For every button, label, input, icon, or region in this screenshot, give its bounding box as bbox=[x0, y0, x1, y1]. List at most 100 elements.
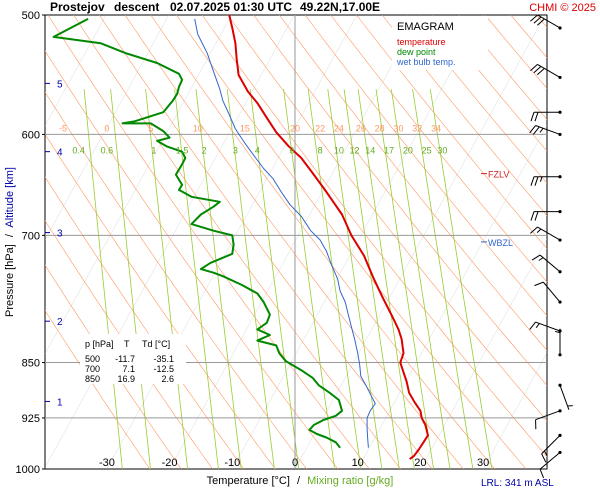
temperature-tick-label: -20 bbox=[162, 457, 178, 469]
table-row-2-td: -12.5 bbox=[153, 364, 174, 374]
mixing-ratio-label: 0.6 bbox=[101, 145, 114, 155]
wind-barb bbox=[539, 450, 562, 479]
dry-adiabat-label: 24 bbox=[334, 123, 344, 133]
altitude-tick-label: 2 bbox=[57, 317, 63, 328]
mixing-ratio-line bbox=[83, 89, 123, 469]
wind-barb-station bbox=[558, 383, 562, 387]
skew-guide-line bbox=[294, 15, 546, 469]
wind-barb-station bbox=[558, 175, 562, 179]
dry-adiabat-line bbox=[45, 220, 213, 469]
dry-adiabat-line bbox=[407, 15, 547, 184]
station-name: Prostejov bbox=[50, 0, 105, 14]
wind-barb-shaft bbox=[541, 435, 561, 455]
dry-adiabat-line bbox=[45, 176, 245, 469]
pressure-tick-label: 700 bbox=[22, 230, 40, 242]
mixing-ratio-line bbox=[145, 89, 188, 469]
pressure-tick-label: 500 bbox=[22, 10, 40, 22]
dry-adiabat-line bbox=[433, 15, 547, 152]
mixing-ratio-line bbox=[249, 89, 300, 469]
x-axis-title-temp: Temperature [°C] bbox=[207, 475, 290, 487]
dry-adiabat-line bbox=[73, 15, 401, 469]
wind-barb-feather bbox=[541, 453, 547, 463]
temperature-tick-label: 20 bbox=[414, 457, 426, 469]
altitude-tick-label: 5 bbox=[57, 79, 63, 90]
wbzl-label: WBZL bbox=[488, 238, 513, 248]
wind-barb-feather bbox=[533, 16, 542, 24]
dry-adiabat-line bbox=[304, 15, 547, 317]
mixing-ratio-label: 0.4 bbox=[72, 145, 85, 155]
wind-barb-feather bbox=[531, 254, 541, 261]
dry-adiabat-line bbox=[99, 15, 433, 469]
skew-guide-line bbox=[482, 352, 547, 469]
plot-frame bbox=[44, 14, 548, 470]
table-row-1-t: -11.7 bbox=[115, 354, 135, 364]
legend-box bbox=[392, 16, 488, 70]
wind-barb-shaft bbox=[539, 254, 561, 273]
skew-guide-line bbox=[420, 238, 547, 469]
dry-adiabat-line bbox=[201, 15, 547, 458]
mixing-ratio-line bbox=[174, 89, 219, 469]
dry-adiabat-label: -5 bbox=[59, 123, 67, 133]
wind-barb bbox=[530, 209, 562, 221]
dry-adiabat-label: 26 bbox=[356, 123, 366, 133]
temperature-tick-label: 30 bbox=[477, 457, 489, 469]
table-row-2-p: 700 bbox=[85, 364, 100, 374]
legend-dew-point: dew point bbox=[397, 47, 436, 57]
wind-barb-half-feather bbox=[544, 450, 548, 456]
dry-adiabat-label: 28 bbox=[375, 123, 385, 133]
wind-barb-shaft bbox=[559, 385, 570, 410]
wind-barb bbox=[530, 110, 562, 122]
dry-adiabat-label: 22 bbox=[315, 123, 325, 133]
wind-barb-half-feather bbox=[535, 323, 540, 328]
wind-barb-shaft bbox=[537, 14, 561, 29]
wind-barb-station bbox=[558, 110, 562, 114]
wind-barb-feather bbox=[533, 126, 540, 135]
pressure-tick-label: 925 bbox=[22, 413, 40, 425]
legend: EMAGRAM temperature dew point wet bulb t… bbox=[392, 16, 488, 70]
dry-adiabat-label: 15 bbox=[240, 123, 250, 133]
dew-point-line bbox=[52, 18, 343, 449]
wind-barb-feather bbox=[530, 112, 535, 122]
wind-barb-shaft bbox=[537, 63, 561, 78]
dry-adiabat-line bbox=[45, 133, 276, 469]
y-axis-title-pressure: Pressure [hPa] bbox=[4, 244, 16, 317]
mixing-ratio-line bbox=[195, 89, 242, 469]
temperature-tick-label: -10 bbox=[224, 457, 240, 469]
mixing-ratio-label: 2 bbox=[202, 145, 207, 155]
table-row-3-p: 850 bbox=[85, 374, 100, 384]
dry-adiabat-label: 5 bbox=[148, 123, 153, 133]
table-header-td: Td [°C] bbox=[142, 339, 170, 349]
table-row-1-p: 500 bbox=[85, 354, 100, 364]
table-row-3-td: 2.6 bbox=[161, 374, 174, 384]
background-lines bbox=[45, 15, 547, 469]
wind-barb-feather bbox=[529, 125, 536, 134]
x-axis-title-mix: Mixing ratio [g/kg] bbox=[307, 475, 393, 487]
copyright: CHMI © 2025 bbox=[529, 2, 596, 14]
sounding-table: p [hPa] T Td [°C] 500 -11.7 -35.1 700 7.… bbox=[80, 334, 186, 384]
lrl-label: LRL: 341 m ASL bbox=[481, 478, 554, 489]
y-axis-title: Pressure [hPa] / Altitude [km] bbox=[4, 167, 16, 317]
mixing-ratio-label: 25 bbox=[422, 145, 432, 155]
skew-guide-line bbox=[232, 15, 483, 469]
mixing-ratio-line bbox=[390, 89, 451, 469]
table-header-p: p [hPa] bbox=[85, 339, 114, 349]
legend-wet-bulb: wet bulb temp. bbox=[396, 57, 456, 67]
wet-bulb-line bbox=[194, 18, 376, 448]
wind-barb-feather bbox=[530, 176, 535, 186]
dry-adiabat-line bbox=[45, 91, 307, 469]
table-row-3-t: 16.9 bbox=[117, 374, 135, 384]
fzlv-label: FZLV bbox=[488, 170, 509, 180]
skew-guide-line bbox=[45, 15, 295, 468]
x-axis-title-sep: / bbox=[297, 475, 301, 487]
table-row-1-td: -35.1 bbox=[153, 354, 174, 364]
skew-guide-line bbox=[545, 466, 547, 469]
dry-adiabat-label: 0 bbox=[104, 123, 109, 133]
sounding-datetime: 02.07.2025 01:30 UTC bbox=[170, 0, 292, 14]
wind-barb-feather bbox=[529, 321, 536, 330]
wind-barb-station bbox=[558, 300, 562, 304]
dry-adiabat-line bbox=[330, 15, 547, 283]
table-box bbox=[80, 334, 186, 384]
mixing-ratio-line bbox=[412, 89, 474, 469]
wind-barb-shaft bbox=[535, 125, 561, 135]
